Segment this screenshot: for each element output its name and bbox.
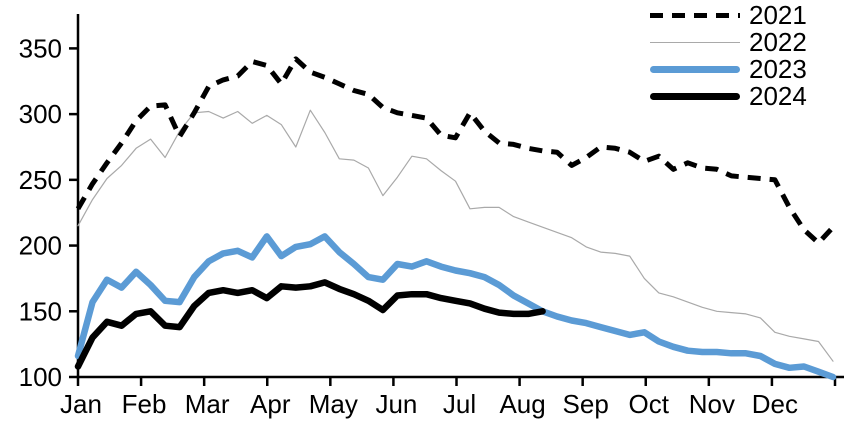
legend-swatch-2022 [650,42,740,43]
x-tick-label-nov: Nov [689,389,735,419]
x-tick-label-jun: Jun [375,389,417,419]
x-tick-label-mar: Mar [185,389,230,419]
legend-item-2021: 2021 [650,2,807,29]
series-line-2023 [74,233,837,381]
legend-item-2024: 2024 [650,83,807,110]
legend-swatch-2023 [650,66,740,73]
x-tick-label-sep: Sep [563,389,609,419]
x-tick-label-dec: Dec [752,389,798,419]
x-tick-label-jan: Jan [60,389,102,419]
y-tick-label-100: 100 [19,362,62,392]
series-line-2024 [74,279,546,370]
legend: 2021 2022 2023 2024 [650,2,807,110]
legend-label-2022: 2022 [749,27,807,57]
y-tick-label-350: 350 [19,33,62,63]
legend-swatch-2021 [650,13,740,18]
legend-item-2022: 2022 [650,29,807,56]
y-tick-label-250: 250 [19,165,62,195]
y-tick-label-300: 300 [19,99,62,129]
legend-item-2023: 2023 [650,56,807,83]
legend-label-2023: 2023 [749,54,807,84]
x-tick-label-jul: Jul [443,389,476,419]
series-line-2022 [77,109,834,362]
x-tick-label-feb: Feb [122,389,167,419]
x-tick-label-apr: Apr [250,389,291,419]
legend-swatch-2024 [650,93,740,100]
legend-label-2021: 2021 [749,0,807,30]
x-tick-label-oct: Oct [629,389,670,419]
legend-label-2024: 2024 [749,81,807,111]
y-tick-label-150: 150 [19,296,62,326]
y-tick-label-200: 200 [19,231,62,261]
x-tick-label-may: May [309,389,358,419]
x-tick-label-aug: Aug [499,389,545,419]
series-line-2021 [75,56,835,246]
